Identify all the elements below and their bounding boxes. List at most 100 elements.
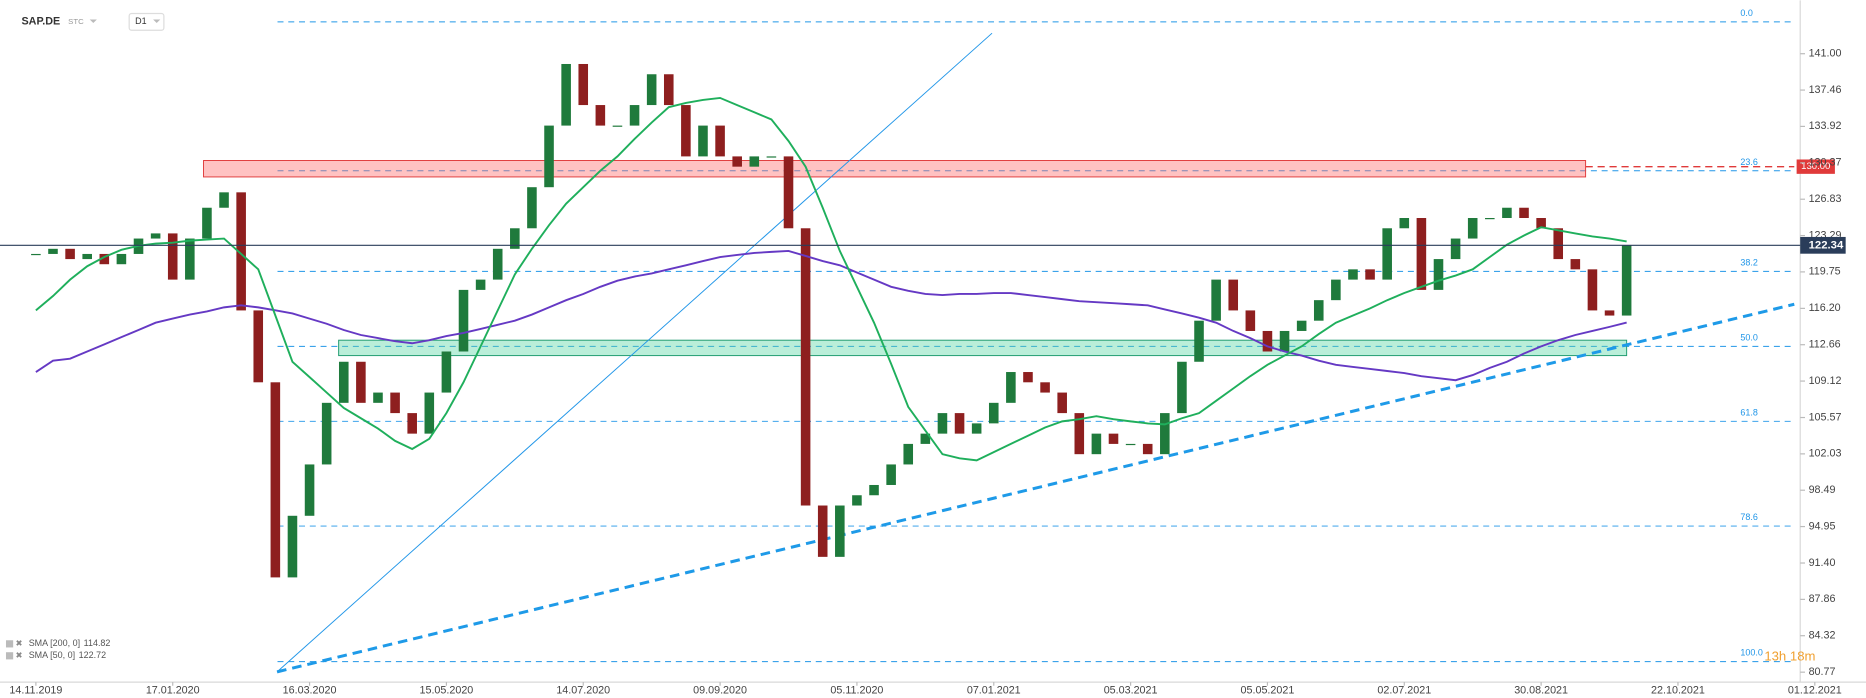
candle [1313, 300, 1324, 321]
x-tick-label: 16.03.2020 [283, 684, 337, 696]
candle [937, 413, 948, 434]
candle [766, 156, 777, 158]
y-tick-label: 126.83 [1809, 193, 1842, 205]
y-tick-label: 109.12 [1809, 375, 1842, 387]
y-tick-label: 133.92 [1809, 120, 1842, 132]
candle [253, 310, 264, 383]
x-tick-label: 05.05.2021 [1241, 684, 1295, 696]
candle [1450, 238, 1461, 260]
fib-label: 61.8 [1740, 407, 1757, 417]
legend-close: ✖ [16, 650, 23, 660]
candle [988, 402, 999, 424]
candle [561, 63, 571, 126]
alert-label: 130.00 [1801, 161, 1830, 172]
candle [1570, 259, 1581, 270]
interval-dropdown[interactable] [128, 12, 165, 31]
y-tick-label: 116.20 [1809, 302, 1841, 314]
candle [852, 495, 862, 506]
candle [1211, 279, 1221, 321]
fib-label: 38.2 [1740, 257, 1757, 267]
candle [1536, 218, 1546, 229]
last-price-box [1800, 236, 1846, 254]
candle [1519, 207, 1529, 219]
legend-value: 122.72 [79, 650, 106, 660]
candle [1091, 433, 1102, 455]
sma-line [35, 249, 1627, 382]
candle [1245, 310, 1256, 331]
candle [1023, 372, 1033, 383]
candle [681, 105, 691, 157]
candle [920, 433, 931, 444]
x-tick-label: 17.01.2020 [146, 684, 200, 696]
candle [65, 248, 75, 260]
legend-name: SMA [50, 0] [29, 650, 75, 660]
y-tick-label: 105.57 [1809, 411, 1842, 423]
legend-icon [5, 640, 14, 648]
candle [48, 248, 58, 254]
legend-name: SMA [200, 0] [29, 638, 80, 648]
candle [1485, 218, 1495, 220]
x-tick-label: 14.11.2019 [9, 684, 62, 696]
dropdown-arrow[interactable] [89, 19, 97, 24]
candle [783, 156, 794, 229]
candle [1057, 392, 1067, 414]
candle [475, 279, 486, 290]
candle [903, 443, 914, 465]
candle [407, 413, 417, 434]
x-tick-label: 02.07.2021 [1377, 684, 1431, 696]
candle [458, 289, 469, 352]
candle [116, 253, 127, 265]
candle [1177, 361, 1187, 414]
candle [356, 361, 366, 403]
candle [1365, 269, 1375, 280]
fib-label: 100.0 [1740, 648, 1762, 658]
x-tick-label: 05.11.2020 [830, 684, 883, 696]
candle [578, 63, 589, 106]
candle [1331, 279, 1341, 301]
candle [1467, 218, 1478, 239]
candle [202, 207, 212, 239]
candle [390, 392, 400, 414]
candle [82, 253, 92, 260]
y-tick-label: 112.66 [1809, 339, 1841, 351]
candle [1228, 279, 1239, 311]
candle [338, 361, 349, 403]
legend-value: 114.82 [84, 638, 111, 648]
candle [1621, 245, 1632, 316]
x-tick-label: 22.10.2021 [1651, 684, 1705, 696]
x-tick-label: 05.03.2021 [1104, 684, 1158, 696]
y-tick-label: 130.37 [1809, 157, 1842, 169]
candle [715, 125, 725, 157]
candle [1348, 269, 1358, 280]
interval[interactable]: D1 [135, 16, 146, 26]
candle [527, 187, 537, 229]
y-tick-label: 137.46 [1809, 84, 1842, 96]
dropdown-arrow[interactable] [153, 19, 161, 24]
alert-box [1796, 159, 1835, 174]
candle [270, 382, 281, 578]
candle [219, 192, 229, 208]
candle [150, 233, 161, 239]
candle [544, 125, 554, 188]
candle [1262, 330, 1273, 352]
symbol[interactable]: SAP.DE [22, 16, 61, 28]
trendline [276, 32, 993, 673]
candle [236, 192, 246, 311]
fib-label: 78.6 [1740, 512, 1757, 522]
candle [167, 233, 178, 280]
candle [886, 464, 896, 485]
source[interactable]: STC [68, 17, 84, 26]
candle [185, 238, 195, 280]
plot: 0.0 23.6 38.2 50.0 61.8 78.6 100.0 130.00 141.00… [0, 8, 1846, 696]
candle [424, 392, 435, 434]
x-tick-label: 15.05.2020 [419, 684, 473, 696]
candle [595, 105, 606, 126]
x-tick-label: 14.07.2020 [556, 684, 610, 696]
candle [510, 228, 520, 249]
zone [338, 339, 1628, 357]
candle [1279, 330, 1290, 352]
candle [1194, 320, 1204, 362]
candle [1399, 218, 1410, 229]
